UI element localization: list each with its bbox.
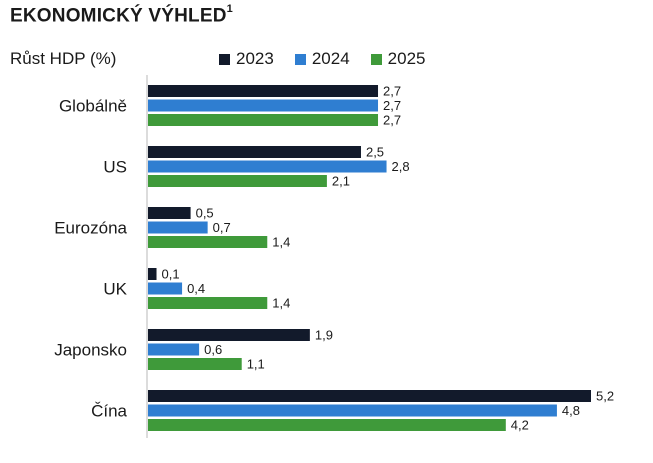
value-label-japonsko-2025: 1,1 — [247, 357, 265, 372]
value-label-cina-2025: 4,2 — [511, 418, 529, 433]
value-label-uk-2025: 1,4 — [272, 296, 290, 311]
category-label-us: US — [103, 158, 127, 177]
value-label-us-2025: 2,1 — [332, 174, 350, 189]
bar-eurozona-2024 — [148, 221, 208, 234]
chart-title-text: EKONOMICKÝ VÝHLED — [10, 5, 227, 27]
title-footnote-marker: 1 — [226, 3, 233, 15]
category-label-eurozona: Eurozóna — [54, 219, 127, 238]
bar-us-2025 — [148, 175, 327, 187]
bar-japonsko-2025 — [148, 358, 242, 370]
legend-label-2023: 2023 — [236, 49, 274, 68]
bar-globalne-2024 — [148, 99, 379, 112]
bar-cina-2023 — [148, 390, 591, 402]
category-label-globalne: Globálně — [59, 97, 127, 116]
value-label-globalne-2023: 2,7 — [383, 84, 401, 99]
value-label-uk-2023: 0,1 — [162, 267, 180, 282]
bar-eurozona-2025 — [148, 236, 268, 248]
category-label-japonsko: Japonsko — [54, 341, 127, 360]
value-label-cina-2023: 5,2 — [596, 389, 614, 404]
bar-japonsko-2024 — [148, 343, 200, 356]
bar-us-2024 — [148, 160, 387, 173]
legend-swatch-2025 — [370, 53, 382, 65]
value-label-eurozona-2023: 0,5 — [196, 206, 214, 221]
legend-item-2023: 2023 — [219, 49, 274, 69]
value-label-japonsko-2023: 1,9 — [315, 328, 333, 343]
unit-label: Růst HDP (%) — [10, 49, 117, 68]
category-label-cina: Čína — [91, 402, 127, 421]
legend-swatch-2023 — [219, 53, 230, 65]
bar-us-2023 — [148, 146, 361, 158]
value-label-eurozona-2025: 1,4 — [272, 235, 290, 250]
value-label-globalne-2025: 2,7 — [383, 113, 401, 128]
bar-globalne-2025 — [148, 114, 379, 126]
bar-uk-2023 — [148, 268, 157, 280]
bar-eurozona-2023 — [148, 207, 191, 219]
value-label-us-2023: 2,5 — [366, 145, 384, 160]
value-label-us-2024: 2,8 — [392, 159, 410, 174]
bar-cina-2024 — [148, 404, 557, 417]
value-label-eurozona-2024: 0,7 — [213, 220, 231, 235]
bar-uk-2025 — [148, 297, 268, 309]
legend-label-2024: 2024 — [311, 49, 350, 68]
value-label-globalne-2024: 2,7 — [383, 98, 401, 113]
bar-japonsko-2023 — [148, 329, 310, 341]
legend-item-2025: 2025 — [370, 49, 426, 69]
legend-label-2025: 2025 — [387, 49, 426, 68]
legend-item-2024: 2024 — [294, 49, 350, 69]
value-label-japonsko-2024: 0,6 — [204, 342, 222, 357]
legend-swatch-2024 — [294, 53, 306, 65]
value-label-cina-2024: 4,8 — [562, 403, 580, 418]
bar-globalne-2023 — [148, 85, 379, 97]
legend: 2023 2024 2025 — [219, 49, 446, 69]
bar-uk-2024 — [148, 282, 183, 295]
bar-cina-2025 — [148, 419, 506, 431]
category-label-uk: UK — [103, 280, 127, 299]
chart-title: EKONOMICKÝ VÝHLED1 — [10, 3, 233, 27]
value-label-uk-2024: 0,4 — [187, 281, 205, 296]
